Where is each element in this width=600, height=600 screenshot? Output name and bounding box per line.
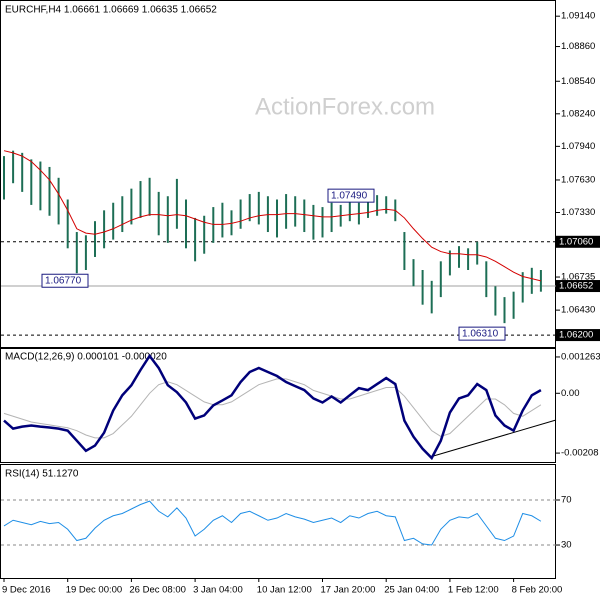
price-marker [556,280,600,293]
x-tick-label: 10 Jan 12:00 [257,585,312,596]
price-title: EURCHF,H4 1.06661 1.06669 1.06635 1.0665… [5,5,217,16]
rsi-line [3,500,542,546]
price-marker-label: 1.06200 [559,330,593,341]
x-tick-label: 9 Dec 2016 [2,585,51,596]
moving-average [3,150,542,282]
y-tick-label: 0.001263 [561,351,600,362]
annotation-box [41,273,89,288]
y-tick-label: 1.08540 [561,76,595,87]
annotation-box [327,188,375,203]
y-tick-label: 1.07940 [561,141,595,152]
x-tick-label: 3 Jan 04:00 [193,585,243,596]
y-tick-label: 1.06430 [561,305,595,316]
y-tick-label: 70 [561,495,572,506]
macd-line [3,378,542,439]
x-tick-label: 8 Feb 20:00 [512,585,563,596]
y-tick-label: 0.00 [561,388,580,399]
y-tick-label: 1.08240 [561,108,595,119]
x-tick-label: 26 Dec 08:00 [129,585,186,596]
x-tick-label: 17 Jan 20:00 [321,585,376,596]
y-tick-label: 1.09140 [561,11,595,22]
trend-line [429,419,557,458]
rsi-panel [0,464,556,579]
price-marker-label: 1.06652 [559,281,593,292]
macd-panel [0,348,556,463]
rsi-title: RSI(14) 51.1270 [5,469,79,480]
y-tick-label: 30 [561,540,572,551]
annotation-label: 1.07490 [331,190,368,201]
price-marker-label: 1.07060 [559,236,593,247]
y-tick-label: -0.00208 [561,448,599,459]
x-tick-label: 25 Jan 04:00 [384,585,439,596]
annotation-box [458,326,506,341]
price-panel [0,0,556,348]
price-marker [556,235,600,248]
watermark: ActionForex.com [255,93,435,120]
annotation-label: 1.06770 [45,275,82,286]
x-tick-label: 1 Feb 12:00 [448,585,499,596]
y-tick-label: 1.07330 [561,207,595,218]
macd-title: MACD(12,26,9) 0.000101 -0.000020 [5,352,167,363]
y-tick-label: 1.08860 [561,41,595,52]
y-tick-label: 1.07630 [561,174,595,185]
macd-line [3,353,542,461]
y-tick-label: 1.06735 [561,272,595,283]
annotation-label: 1.06310 [462,328,499,339]
price-marker [556,329,600,342]
x-tick-label: 19 Dec 00:00 [66,585,123,596]
